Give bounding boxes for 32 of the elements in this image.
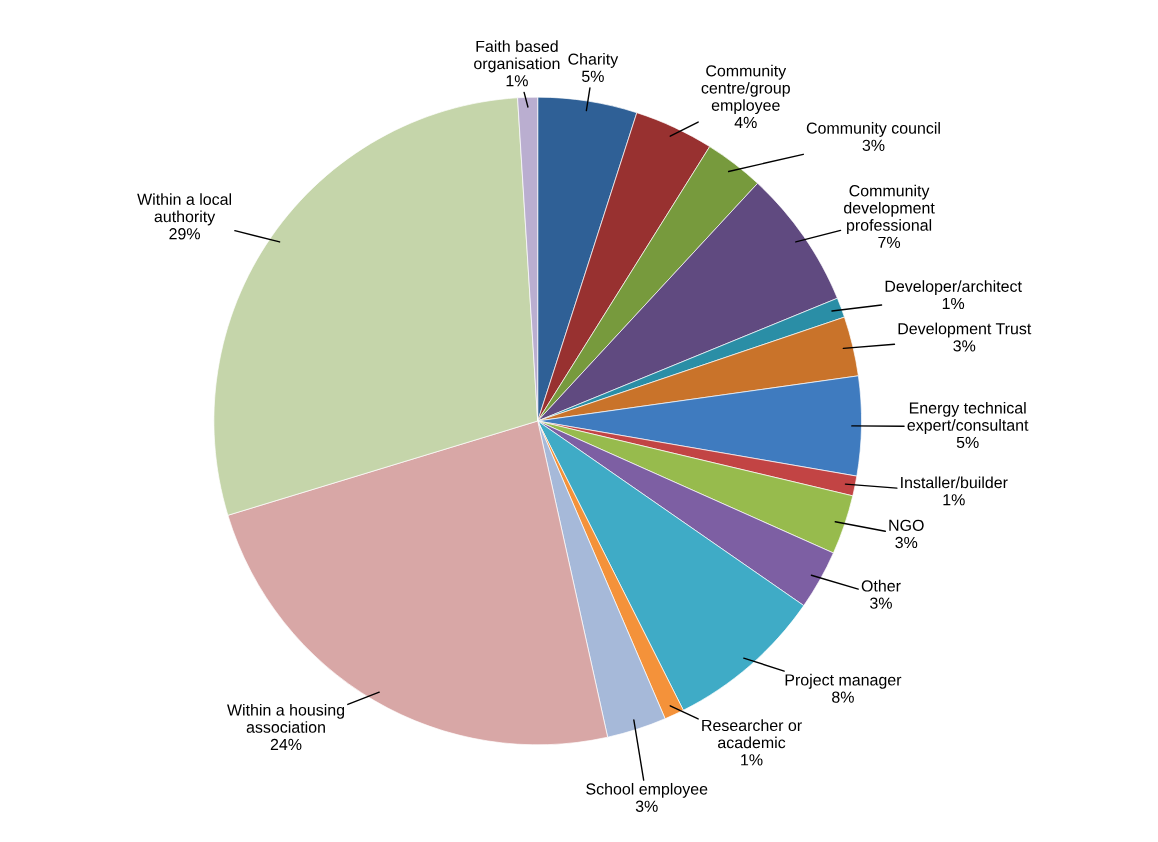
slice-label: Charity [568, 53, 619, 68]
slice-label: Researcher or academic [702, 719, 802, 749]
data-label: 1% [942, 297, 965, 310]
slice-label: Developer/architect [885, 280, 1022, 296]
data-label: 3% [862, 139, 885, 151]
slice-label: Installer/builder [901, 476, 1008, 489]
slice-label: Community development professional [844, 184, 935, 234]
slice-label: Community council [806, 122, 940, 137]
data-label: 24% [270, 738, 302, 751]
data-label: 5% [956, 436, 979, 449]
slice-label: Project manager [785, 673, 902, 689]
data-label: 3% [870, 597, 892, 609]
slice-label: NGO [889, 519, 924, 531]
slice-label: School employee [586, 782, 708, 798]
slice-label: Within a local authority [137, 193, 231, 226]
slice-label: Development Trust [898, 322, 1032, 338]
slice-label: Faith based organisation [474, 40, 560, 73]
slice-label: Within a housing association [227, 703, 345, 733]
slice-label: Other [861, 579, 901, 592]
data-label: 8% [832, 691, 854, 703]
data-label: 3% [895, 536, 918, 549]
data-label: 3% [635, 800, 658, 812]
data-label: 29% [169, 228, 200, 240]
data-label: 7% [878, 236, 901, 248]
data-label: 1% [741, 754, 763, 766]
data-label: 1% [506, 75, 528, 87]
data-label: 5% [581, 70, 604, 82]
slice-label: Community centre/group employee [701, 64, 790, 115]
data-label: 1% [943, 494, 965, 506]
slice-label: Energy technical expert/consultant [907, 401, 1029, 434]
data-label: 4% [734, 116, 757, 129]
data-label: 3% [953, 340, 976, 352]
